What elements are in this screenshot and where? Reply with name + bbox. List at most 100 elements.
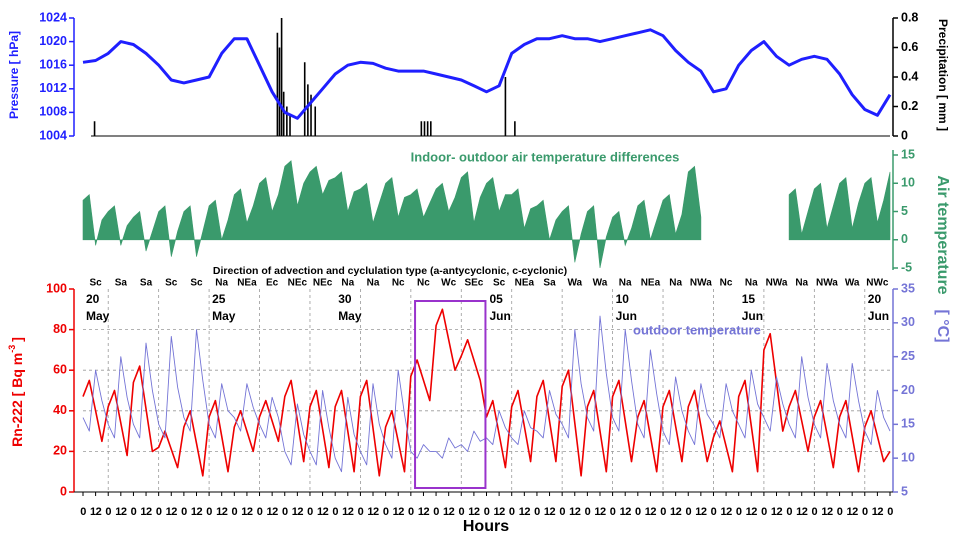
y-tick-label: 1020 [39,34,67,48]
x-tick-label: 12 [620,506,632,518]
x-tick-label: 12 [847,506,859,518]
x-tick-label: 12 [796,506,808,518]
y-tick-label: 100 [46,281,67,295]
circulation-label: Sc [89,278,102,289]
x-tick-label: 0 [685,506,691,518]
precip-bar [286,106,288,136]
circulation-label: Wa [567,278,582,289]
circulation-label: Sc [190,278,203,289]
x-tick-label: 0 [559,506,565,518]
x-tick-label: 0 [786,506,792,518]
date-label: Jun [490,309,511,323]
x-tick-label: 12 [367,506,379,518]
precip-bar [504,77,507,136]
x-tick-label: 12 [317,506,329,518]
x-tick-label: 12 [720,506,732,518]
x-tick-label: 0 [484,506,490,518]
date-label: 30 [338,292,352,306]
y2-tick-label: 0.8 [901,10,918,24]
x-tick-label: 0 [887,506,893,518]
date-label: Jun [742,309,763,323]
y2-tick-label: 0.4 [901,69,918,83]
series-line [82,315,891,473]
precip-bar [314,106,317,136]
x-tick-label: 0 [105,506,111,518]
y-tick-label: 1024 [39,10,67,24]
y2-tick-label: 0.6 [901,40,918,54]
annotation: outdoor temperature [633,322,761,337]
precip-bar [420,121,423,136]
x-tick-label: 12 [115,506,127,518]
precip-bar [303,62,306,136]
x-tick-label: 12 [821,506,833,518]
precip-bar [93,121,96,136]
series-area [82,160,891,269]
circulation-label: Na [619,278,632,289]
x-tick-label: 0 [635,506,641,518]
date-label: 20 [868,292,882,306]
y2-tick-label: 10 [901,176,915,190]
circulation-label: Ec [266,278,279,289]
x-tick-label: 12 [670,506,682,518]
x-tick-label: 0 [206,506,212,518]
x-tick-label: 0 [660,506,666,518]
x-tick-label: 0 [257,506,263,518]
circulation-label: NWa [690,278,712,289]
date-label: 10 [616,292,630,306]
y2-tick-label: 5 [901,484,908,498]
x-tick-label: 0 [80,506,86,518]
y2-tick-label: 0 [901,232,908,246]
circulation-label: Wa [845,278,860,289]
precip-bar [430,121,432,136]
y-axis-title-sup: -3 [7,345,17,353]
precip-bar [426,121,429,136]
date-label: May [212,309,236,323]
x-tick-label: 12 [872,506,884,518]
circulation-label: Na [745,278,758,289]
precip-bar [280,18,283,136]
precip-bar [289,113,291,136]
circulation-label: Na [795,278,808,289]
x-axis-title: Hours [463,518,509,535]
circulation-label: Nc [720,278,733,289]
x-tick-label: 0 [332,506,338,518]
y2-tick-label: 0 [901,128,908,142]
x-tick-label: 12 [241,506,253,518]
x-tick-label: 0 [585,506,591,518]
date-label: Jun [868,309,889,323]
y2-tick-label: -5 [901,260,912,274]
y-tick-label: 1004 [39,128,67,142]
circulation-label: Wc [441,278,456,289]
x-tick-label: 12 [393,506,405,518]
x-tick-label: 12 [519,506,531,518]
precip-bar [276,32,279,136]
panel-title: Indoor- outdoor air temperature differen… [411,149,680,164]
x-tick-label: 12 [216,506,228,518]
y2-axis-title: Air temperature [934,175,951,294]
x-tick-label: 0 [383,506,389,518]
circulation-label: NEa [515,278,535,289]
x-tick-label: 12 [594,506,606,518]
series-line [82,308,891,477]
y2-tick-label: 25 [901,349,915,363]
y-tick-label: 80 [53,322,67,336]
circulation-label: NWa [766,278,788,289]
precip-bar [282,91,285,136]
circulation-label: NEa [641,278,661,289]
x-tick-label: 0 [358,506,364,518]
x-tick-label: 12 [191,506,203,518]
circulation-label: Sa [140,278,153,289]
y2-tick-label: 30 [901,315,915,329]
y2-tick-label: 5 [901,204,908,218]
circulation-label: Sc [165,278,178,289]
date-label: May [338,309,362,323]
x-tick-label: 0 [156,506,162,518]
y-axis-title-text: Rn-222 [ Bq m [9,353,25,447]
date-label: 25 [212,292,226,306]
x-tick-label: 0 [711,506,717,518]
x-tick-label: 0 [812,506,818,518]
y2-tick-label: 35 [901,281,915,295]
x-tick-label: 0 [131,506,137,518]
x-tick-label: 0 [408,506,414,518]
